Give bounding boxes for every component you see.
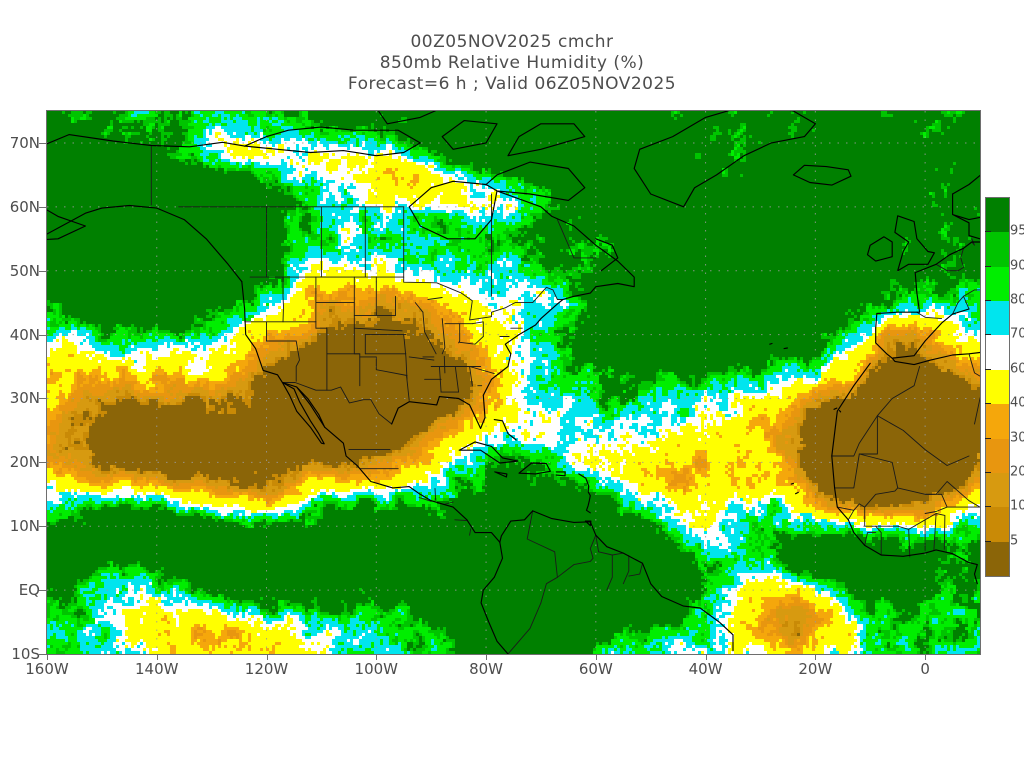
y-axis-tick-mark	[39, 526, 47, 528]
y-axis-tick-label: 10N	[9, 517, 40, 536]
x-axis-tick-label: 160W	[25, 660, 69, 678]
y-axis-tick-mark	[39, 398, 47, 400]
y-axis-tick-label: EQ	[18, 581, 40, 600]
colorbar-tick-label: 30	[1010, 430, 1024, 446]
x-axis-tick-mark	[815, 655, 817, 660]
x-axis-tick-label: 80W	[469, 660, 504, 678]
x-axis-tick-mark	[47, 655, 48, 660]
colorbar-segment	[986, 232, 1009, 267]
y-axis-tick-mark	[39, 654, 47, 655]
colorbar-tick-label: 5	[1010, 533, 1019, 549]
colorbar-tick-label: 40	[1010, 395, 1024, 411]
colorbar-segment	[986, 369, 1009, 405]
colorbar-segment	[986, 438, 1009, 473]
colorbar-tick-label: 20	[1010, 464, 1024, 480]
colorbar	[985, 197, 1010, 577]
x-axis-tick-mark	[266, 655, 268, 660]
y-axis-tick-label: 70N	[9, 133, 40, 152]
humidity-heatmap	[47, 111, 980, 654]
title-line-variable: 850mb Relative Humidity (%)	[379, 53, 645, 73]
x-axis-tick-label: 40W	[688, 660, 723, 678]
colorbar-segment	[986, 198, 1009, 233]
y-axis-tick-label: 20N	[9, 453, 40, 472]
colorbar-segment	[986, 404, 1009, 439]
colorbar-tick-mark	[985, 506, 991, 508]
x-axis-tick-mark	[376, 655, 378, 660]
colorbar-segment	[986, 541, 1009, 576]
colorbar-tick-mark	[985, 368, 991, 370]
y-axis-tick-label: 30N	[9, 389, 40, 408]
colorbar-segment	[986, 335, 1009, 370]
colorbar-segment	[986, 301, 1009, 336]
x-axis-tick-mark	[595, 655, 597, 660]
colorbar-tick-label: 80	[1010, 292, 1024, 308]
colorbar-tick-mark	[985, 403, 991, 405]
y-axis-tick-mark	[39, 462, 47, 464]
colorbar-segment	[986, 507, 1009, 542]
y-axis-tick-mark	[39, 590, 47, 592]
map-plot-area	[46, 110, 981, 655]
y-axis-tick-mark	[39, 206, 47, 208]
colorbar-tick-label: 60	[1010, 361, 1024, 377]
y-axis-tick-label: 10S	[11, 645, 40, 663]
coastlines	[47, 111, 980, 654]
humidity-field	[47, 111, 980, 654]
colorbar-tick-mark	[985, 437, 991, 439]
x-axis-tick-label: 60W	[578, 660, 613, 678]
colorbar-tick-mark	[985, 334, 991, 336]
y-axis-tick-mark	[39, 142, 47, 144]
colorbar-tick-mark	[985, 265, 991, 267]
chart-title-block: 00Z05NOV2025 cmchr 850mb Relative Humidi…	[0, 32, 1024, 95]
x-axis-tick-mark	[705, 655, 707, 660]
colorbar-tick-mark	[985, 540, 991, 542]
y-axis-tick-label: 50N	[9, 261, 40, 280]
x-axis-tick-mark	[925, 655, 927, 660]
title-line-run: 00Z05NOV2025 cmchr	[410, 32, 614, 52]
x-axis-tick-label: 120W	[244, 660, 289, 678]
x-axis-tick-label: 20W	[798, 660, 833, 678]
x-axis-tick-mark	[486, 655, 488, 660]
colorbar-segment	[986, 472, 1009, 508]
x-axis-tick-label: 0	[920, 660, 930, 678]
colorbar-tick-label: 10	[1010, 498, 1024, 514]
map-frame	[46, 110, 981, 655]
y-axis-tick-label: 60N	[9, 197, 40, 216]
y-axis-tick-label: 40N	[9, 325, 40, 344]
colorbar-tick-mark	[985, 231, 991, 233]
colorbar-tick-label: 70	[1010, 326, 1024, 342]
x-axis-tick-label: 100W	[354, 660, 399, 678]
x-axis-tick-mark	[156, 655, 158, 660]
x-axis-tick-label: 140W	[135, 660, 179, 678]
colorbar-tick-label: 90	[1010, 258, 1024, 274]
y-axis-tick-mark	[39, 270, 47, 272]
political-borders	[150, 145, 980, 654]
title-line-forecast: Forecast=6 h ; Valid 06Z05NOV2025	[347, 74, 677, 94]
colorbar-tick-label: 95	[1010, 223, 1024, 239]
colorbar-tick-mark	[985, 471, 991, 473]
colorbar-tick-mark	[985, 300, 991, 302]
colorbar-segment	[986, 266, 1009, 302]
y-axis-tick-mark	[39, 334, 47, 336]
